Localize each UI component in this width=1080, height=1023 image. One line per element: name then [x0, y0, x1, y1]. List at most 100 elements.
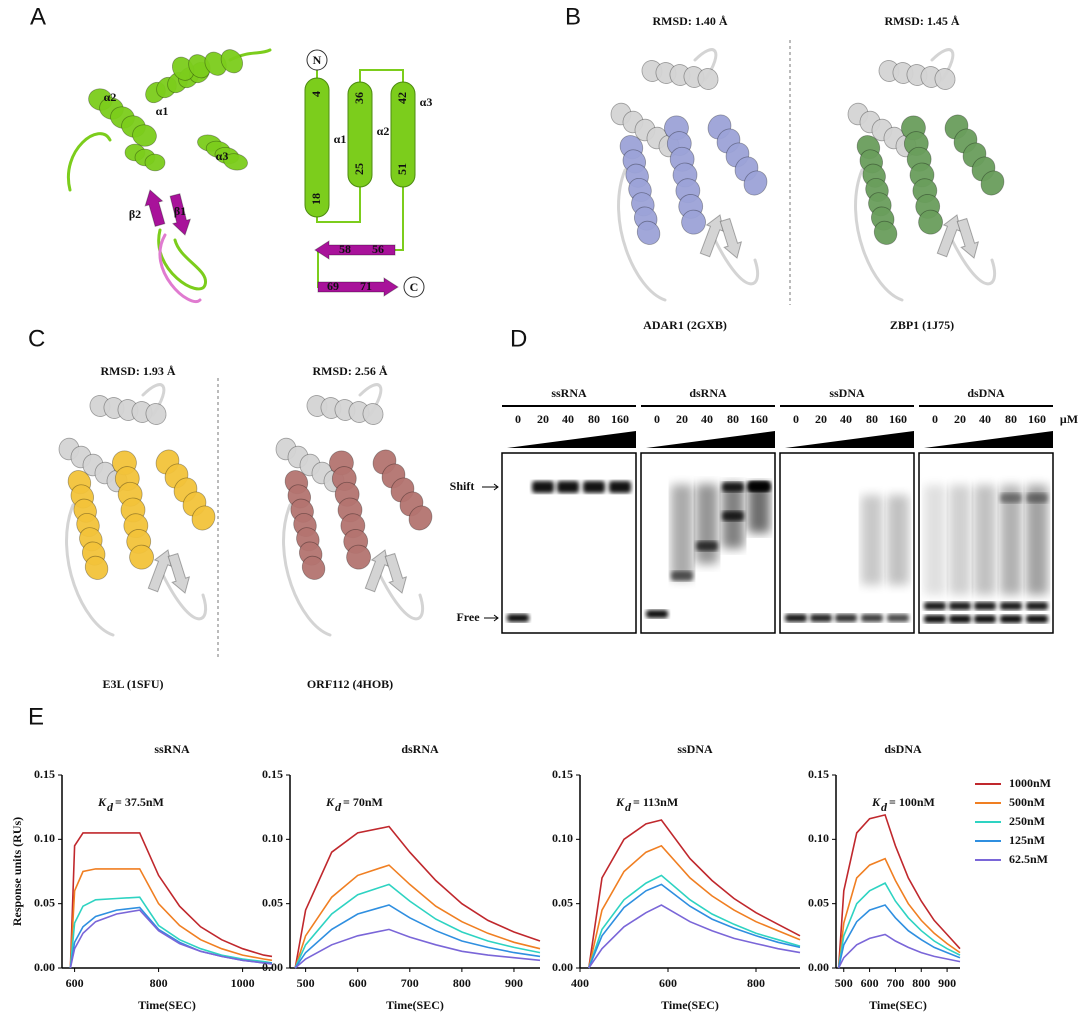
label: 80 — [1005, 412, 1017, 426]
label: μM — [1060, 412, 1078, 426]
y-tick-label: 0.00 — [262, 960, 283, 974]
coil — [713, 238, 760, 286]
x-tick-label: 600 — [66, 976, 84, 990]
label: α1 — [334, 132, 347, 146]
gel-band — [949, 615, 971, 623]
pointer — [482, 483, 499, 491]
gel-band — [861, 614, 883, 622]
legend-label: 500nM — [1009, 795, 1045, 809]
gradient-wedge — [785, 431, 914, 448]
gel-band — [583, 481, 605, 493]
helix-turn — [220, 49, 244, 74]
label: 0 — [932, 412, 938, 426]
helix-turn — [362, 403, 384, 425]
label: 20 — [676, 412, 688, 426]
terminus — [403, 276, 425, 298]
gel-band — [1026, 615, 1048, 623]
gel-band — [861, 495, 883, 585]
x-tick-label: 900 — [505, 976, 523, 990]
gel-band — [924, 602, 946, 610]
helix-turn — [144, 153, 166, 172]
legend-label: 125nM — [1009, 833, 1045, 847]
gel — [779, 452, 915, 634]
strand — [699, 214, 725, 258]
label: RMSD: 1.40 Å — [653, 14, 728, 28]
gel-band — [887, 614, 909, 622]
gel-band — [949, 485, 971, 595]
label: 71 — [360, 279, 372, 293]
series-line — [294, 904, 541, 969]
y-tick-label: 0.00 — [808, 960, 829, 974]
label: 160 — [889, 412, 907, 426]
label: 160 — [611, 412, 629, 426]
helix-turn — [873, 220, 898, 245]
panel-letter: A — [30, 3, 46, 30]
gradient-wedge — [924, 431, 1053, 448]
gel-band — [722, 482, 744, 492]
y-tick-label: 0.15 — [552, 767, 573, 781]
series-line — [837, 904, 961, 969]
label: RMSD: 1.93 Å — [101, 364, 176, 378]
gel-band — [1000, 602, 1022, 610]
gel-band — [1026, 493, 1048, 503]
helix-turn — [129, 544, 154, 570]
strand — [167, 552, 191, 594]
label: 40 — [701, 412, 713, 426]
gel-band — [924, 615, 946, 623]
y-tick-label: 0.10 — [808, 831, 829, 845]
label: 80 — [727, 412, 739, 426]
gel-band — [1000, 485, 1022, 595]
series-line — [294, 883, 541, 969]
label: N — [313, 53, 322, 67]
label: 40 — [979, 412, 991, 426]
y-tick-label: 0.00 — [552, 960, 573, 974]
label: 69 — [327, 279, 339, 293]
label: 56 — [372, 242, 384, 256]
x-tick-label: 800 — [912, 976, 930, 990]
annotation: d — [335, 800, 342, 814]
strand — [936, 214, 962, 258]
chart-title: dsDNA — [884, 742, 922, 756]
helix-turn — [132, 124, 157, 147]
annotation: = 100nM — [889, 795, 935, 809]
label: β1 — [174, 204, 186, 218]
label: C — [410, 280, 419, 294]
label: α3 — [420, 95, 433, 109]
series-line — [294, 928, 541, 969]
gel-band — [974, 485, 996, 595]
y-axis-title: Response units (RUs) — [10, 817, 24, 926]
label: 51 — [395, 163, 409, 175]
label: 80 — [866, 412, 878, 426]
label: 40 — [840, 412, 852, 426]
gel-band — [532, 481, 554, 493]
label: 40 — [562, 412, 574, 426]
label: ORF112 (4HOB) — [307, 677, 393, 691]
helix-cylinder — [304, 77, 330, 218]
strand — [317, 277, 399, 297]
x-tick-label: 700 — [401, 976, 419, 990]
gel-band — [1000, 615, 1022, 623]
series-line — [588, 844, 801, 969]
gradient-wedge — [507, 431, 636, 448]
label: dsRNA — [689, 386, 727, 400]
label: 20 — [954, 412, 966, 426]
y-tick-label: 0.15 — [808, 767, 829, 781]
label: 0 — [793, 412, 799, 426]
label: 80 — [588, 412, 600, 426]
annotation: K — [615, 795, 625, 809]
series-line — [837, 882, 961, 969]
series-line — [294, 825, 541, 969]
label: ssRNA — [551, 386, 587, 400]
gel — [501, 452, 637, 634]
series-line — [837, 813, 961, 969]
gel-band — [696, 541, 718, 551]
helix-turn — [191, 505, 216, 531]
gel-band — [609, 481, 631, 493]
panel-letter: C — [28, 325, 45, 352]
label: 42 — [395, 92, 409, 104]
helix-turn — [697, 68, 719, 90]
helix-cylinder — [390, 81, 416, 188]
series-line — [837, 857, 961, 969]
gel-band — [949, 602, 971, 610]
